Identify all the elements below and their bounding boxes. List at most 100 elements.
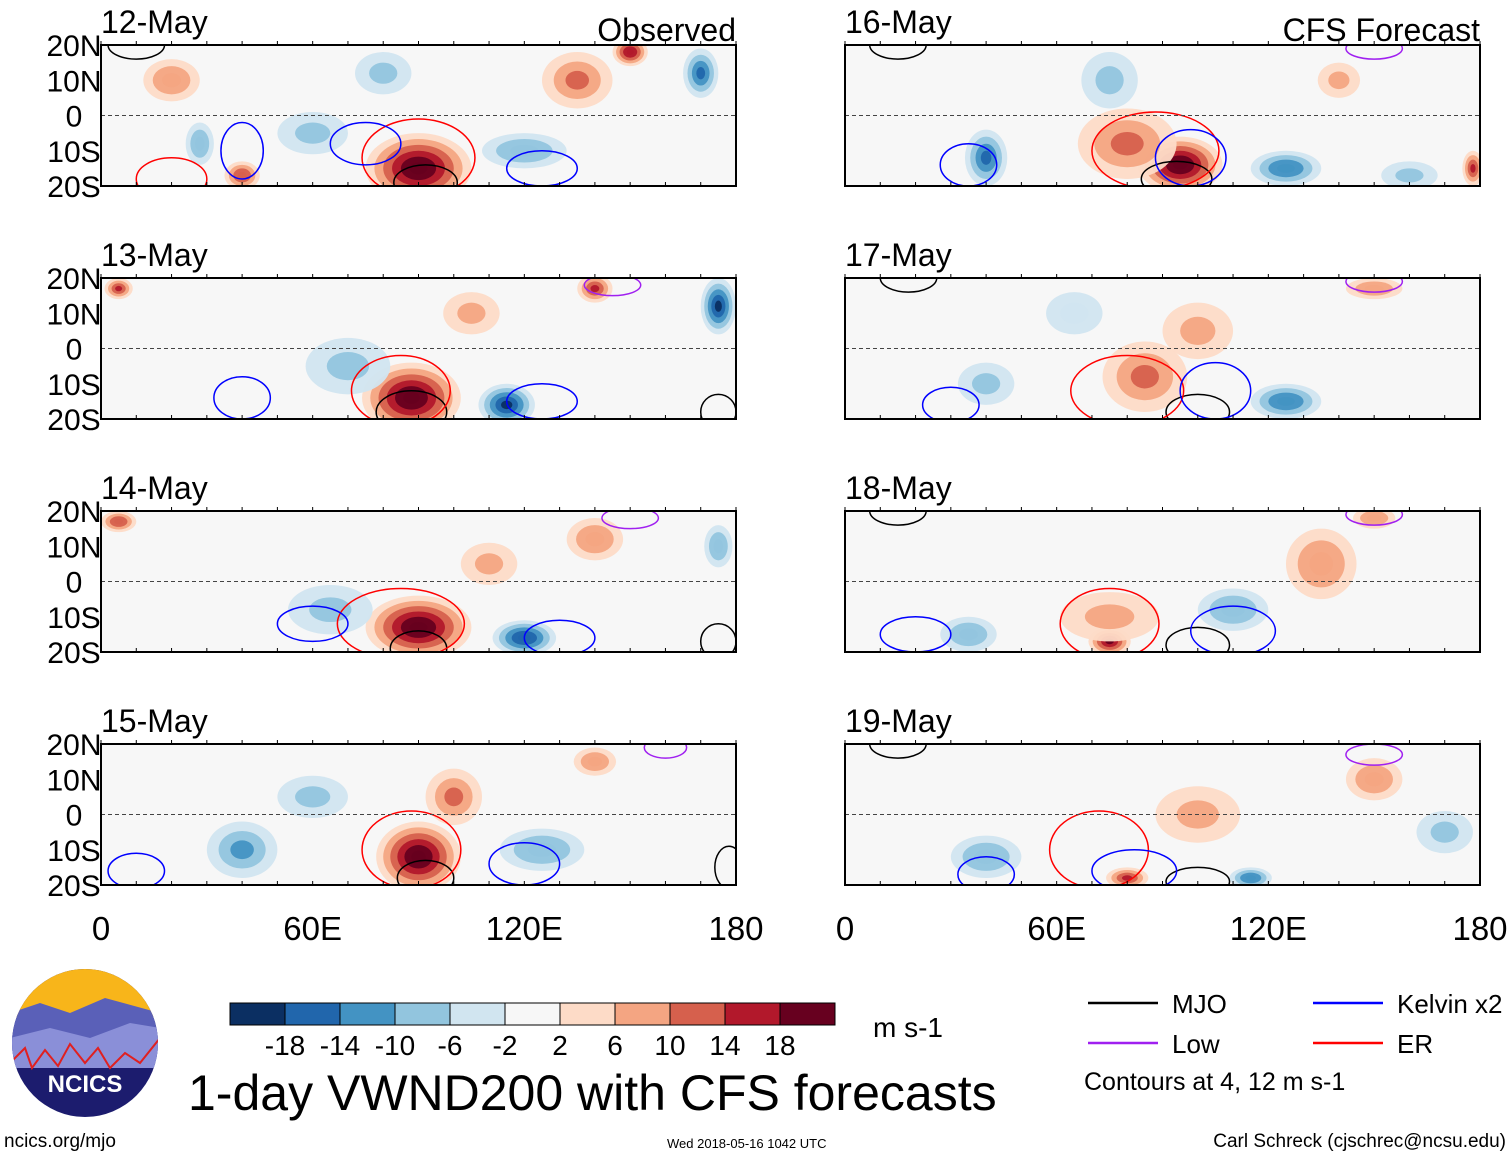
contour-kelvin xyxy=(220,121,265,180)
anomaly-blob xyxy=(713,539,724,554)
anomaly-blob xyxy=(590,285,600,293)
anomaly-blob xyxy=(1364,772,1384,787)
colorbar-swatch xyxy=(504,1002,561,1026)
contour-kelvin xyxy=(213,375,272,419)
contour-low xyxy=(1345,45,1404,60)
anomaly-blob xyxy=(403,391,420,404)
contour-kelvin xyxy=(523,619,596,652)
panel-date: 12-May xyxy=(101,4,208,40)
contour-mjo xyxy=(868,511,927,526)
y-tick-label: 10S xyxy=(47,602,100,635)
contour-kelvin xyxy=(329,121,402,166)
anomaly-blob xyxy=(1309,552,1334,576)
colorbar-swatch xyxy=(614,1002,671,1026)
column-title: CFS Forecast xyxy=(1283,12,1480,48)
contour-note: Contours at 4, 12 m s-1 xyxy=(1084,1068,1346,1096)
colorbar: -18 -14 -10 -6 -2 2 6 10 14 18 xyxy=(229,1002,836,1061)
colorbar-label: 2 xyxy=(552,1030,568,1061)
anomaly-blob xyxy=(1221,602,1245,617)
x-tick-label: 0 xyxy=(92,910,110,947)
anomaly-blob xyxy=(114,518,124,525)
y-tick-label: 20N xyxy=(46,729,101,762)
contour-kelvin xyxy=(879,616,952,652)
contour-low xyxy=(1345,278,1404,293)
anomaly-blob xyxy=(959,628,978,641)
anomaly-blob xyxy=(565,70,590,90)
contour-low xyxy=(583,278,642,297)
colorbar-swatch xyxy=(394,1002,451,1026)
site-link[interactable]: ncics.org/mjo xyxy=(4,1131,116,1152)
colorbar-label: -14 xyxy=(320,1030,360,1061)
contour-mjo xyxy=(375,390,448,419)
ncics-logo: NCICS xyxy=(12,969,158,1117)
anomaly-blob xyxy=(1277,163,1295,173)
anomaly-field xyxy=(868,45,1480,186)
contour-mjo xyxy=(1140,160,1213,186)
anomaly-field xyxy=(107,45,719,186)
anomaly-blob xyxy=(309,597,352,623)
y-tick-label: 0 xyxy=(66,567,83,600)
y-tick-label: 20S xyxy=(47,404,100,437)
anomaly-blob xyxy=(1367,514,1382,522)
anomaly-field xyxy=(104,278,736,419)
contour-kelvin xyxy=(505,150,578,186)
colorbar-label: -10 xyxy=(375,1030,415,1061)
anomaly-blob xyxy=(1277,396,1295,406)
anomaly-blob xyxy=(527,842,557,857)
anomaly-blob xyxy=(1245,875,1256,881)
anomaly-field xyxy=(879,278,1404,419)
colorbar-label: -2 xyxy=(493,1030,518,1061)
contour-mjo xyxy=(396,859,455,885)
panel-date: 15-May xyxy=(101,703,208,739)
panel-date: 18-May xyxy=(845,470,952,506)
x-tick-label: 60E xyxy=(1027,910,1086,947)
anomaly-blob xyxy=(587,756,602,767)
anomaly-blob xyxy=(1060,302,1089,324)
anomaly-blob xyxy=(1110,131,1144,156)
anomaly-field xyxy=(868,511,1404,652)
anomaly-blob xyxy=(230,840,254,860)
contour-mjo xyxy=(879,278,938,293)
anomaly-blob xyxy=(369,62,398,84)
contour-er xyxy=(1070,354,1185,419)
author: Carl Schreck (cjschrec@ncsu.edu) xyxy=(1213,1131,1506,1152)
map-panel: 16-May CFS Forecast xyxy=(844,4,1481,190)
anomaly-blob xyxy=(1395,168,1424,183)
figure-title: 1-day VWND200 with CFS forecasts xyxy=(188,1065,997,1121)
legend-label: ER xyxy=(1397,1029,1433,1059)
anomaly-blob xyxy=(626,49,634,55)
x-tick-label: 180 xyxy=(1452,910,1507,947)
anomaly-blob xyxy=(1364,285,1384,293)
y-tick-label: 20N xyxy=(46,263,101,296)
anomaly-blob xyxy=(1084,604,1135,630)
anomaly-blob xyxy=(972,373,1001,395)
timestamp: Wed 2018-05-16 1042 UTC xyxy=(667,1136,827,1151)
colorbar-swatch xyxy=(559,1002,616,1026)
colorbar-label: 10 xyxy=(654,1030,685,1061)
panel-date: 19-May xyxy=(845,703,952,739)
anomaly-blob xyxy=(510,144,539,157)
colorbar-label: 6 xyxy=(607,1030,623,1061)
colorbar-swatch xyxy=(339,1002,396,1026)
contour-er xyxy=(135,157,208,186)
y-tick-label: 10N xyxy=(46,65,101,98)
contour-er xyxy=(1091,111,1220,186)
contour-mjo xyxy=(1165,393,1231,419)
x-tick-label: 0 xyxy=(836,910,854,947)
colorbar-label: -6 xyxy=(438,1030,463,1061)
contour-er xyxy=(1059,587,1160,652)
legend: MJO Kelvin x2 Low ER xyxy=(1088,989,1503,1059)
anomaly-field xyxy=(107,744,736,885)
anomaly-field xyxy=(101,511,736,652)
colorbar-label: 18 xyxy=(764,1030,795,1061)
map-panel: 18-May xyxy=(844,470,1481,656)
contour-kelvin xyxy=(939,142,998,186)
anomaly-blob xyxy=(162,73,181,88)
panel-date: 13-May xyxy=(101,237,208,273)
anomaly-blob xyxy=(195,136,205,151)
anomaly-blob xyxy=(980,150,992,165)
colorbar-swatch xyxy=(669,1002,726,1026)
